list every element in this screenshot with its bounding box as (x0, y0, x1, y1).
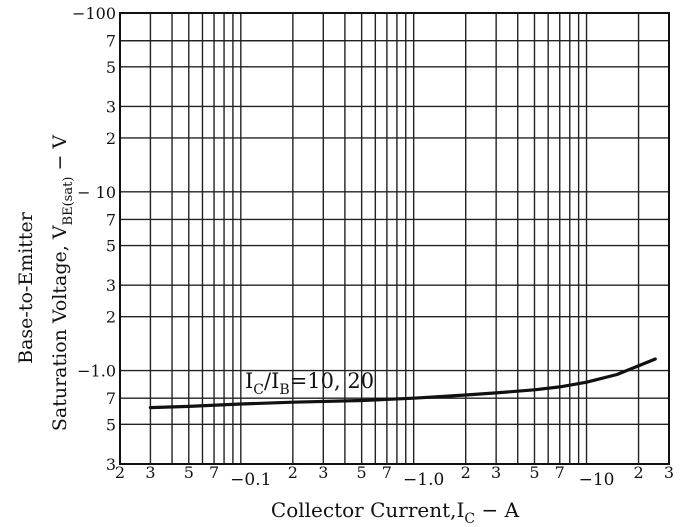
x-axis-label-main: Collector Current,I (271, 498, 465, 522)
y-axis-label-unit: − V (49, 135, 71, 177)
x-tick-label: 7 (555, 463, 565, 482)
y-tick-label: 5 (106, 415, 116, 434)
annotation-values: =10, 20 (290, 369, 374, 393)
y-tick-label: 3 (106, 97, 116, 116)
annotation-i: I (245, 369, 253, 393)
y-tick-label: −100 (72, 4, 116, 23)
annotation-slash-i: /I (264, 369, 279, 393)
y-tick-label: 5 (106, 237, 116, 256)
x-tick-label: 5 (357, 463, 367, 482)
y-tick-label: − 10 (77, 183, 116, 202)
y-axis-label-line1: Base-to-Emitter (15, 211, 37, 364)
x-tick-label: 2 (288, 463, 298, 482)
y-tick-labels: 3 5 7 −1.0 2 3 5 7 − 10 2 3 5 7 −100 (72, 4, 116, 474)
x-tick-label: −10 (579, 470, 615, 490)
series-line (148, 357, 657, 410)
x-tick-label: 2 (461, 463, 471, 482)
x-tick-label: 7 (382, 463, 392, 482)
x-axis-label-unit: − A (475, 498, 519, 522)
x-tick-label: −0.1 (230, 470, 271, 490)
x-tick-label: 3 (491, 463, 501, 482)
x-tick-label: 5 (529, 463, 539, 482)
x-tick-label: 3 (664, 463, 674, 482)
x-tick-label: −1.0 (403, 470, 444, 490)
y-axis-label-subscript: BE(sat) (61, 177, 76, 226)
series-group (148, 357, 657, 410)
curve-annotation: IC/IB=10, 20 (245, 369, 374, 398)
y-tick-label: 7 (106, 210, 116, 229)
x-axis-label-subscript: C (464, 511, 475, 527)
x-tick-label: 3 (145, 463, 155, 482)
y-tick-label: 3 (106, 455, 116, 474)
y-tick-label: 3 (106, 276, 116, 295)
y-axis-label-main: Saturation Voltage, V (49, 225, 71, 431)
x-tick-label: 2 (115, 463, 125, 482)
x-tick-label: 2 (633, 463, 643, 482)
y-axis-label-line2: Saturation Voltage, VBE(sat) − V (49, 135, 76, 432)
x-tick-label: 7 (209, 463, 219, 482)
y-tick-label: 7 (106, 32, 116, 51)
annotation-c-subscript: C (253, 382, 264, 398)
y-tick-label: 7 (106, 389, 116, 408)
plot-frame (119, 12, 670, 465)
x-axis-label: Collector Current,IC − A (271, 498, 520, 527)
x-tick-label: 5 (184, 463, 194, 482)
y-tick-label: 2 (106, 308, 116, 327)
y-tick-label: 5 (106, 58, 116, 77)
x-tick-label: 3 (318, 463, 328, 482)
y-tick-label: −1.0 (77, 362, 116, 381)
y-tick-label: 2 (106, 129, 116, 148)
annotation-b-subscript: B (279, 382, 289, 398)
x-tick-labels: 2 3 5 7 −0.1 2 3 5 7 −1.0 2 3 5 7 −10 2 3 (115, 463, 674, 490)
